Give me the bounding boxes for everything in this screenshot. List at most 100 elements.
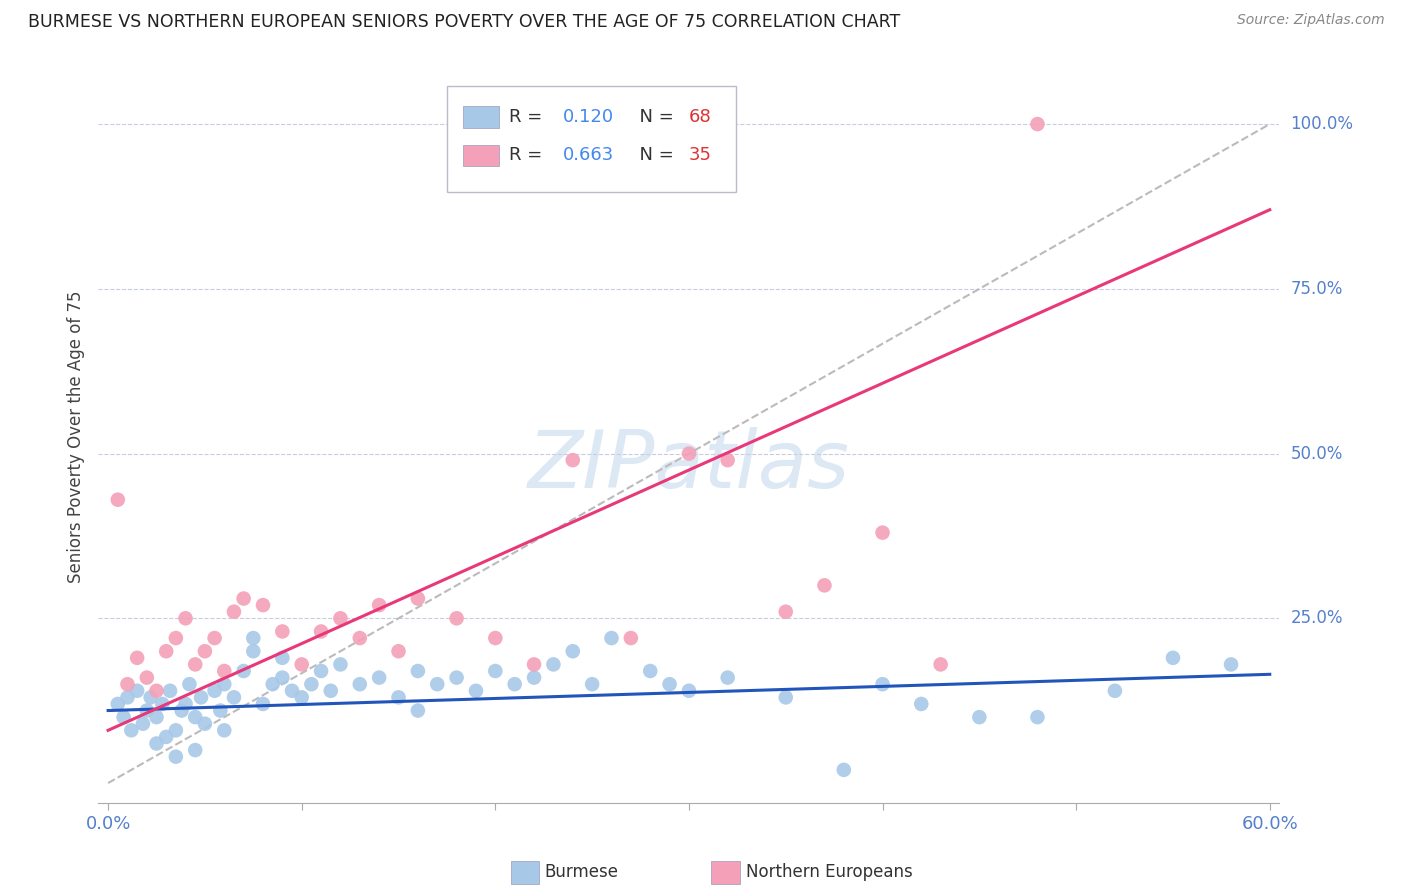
Point [387,690,409,705]
Point [194,644,217,658]
Point [291,657,314,672]
FancyBboxPatch shape [464,106,499,128]
Point [872,677,894,691]
Point [271,624,294,639]
Text: 75.0%: 75.0% [1291,280,1343,298]
Point [204,631,226,645]
Point [132,716,155,731]
Point [262,677,284,691]
FancyBboxPatch shape [711,861,740,884]
Point [179,677,201,691]
Point [872,525,894,540]
Point [184,710,207,724]
FancyBboxPatch shape [464,145,499,167]
Point [832,763,855,777]
Point [232,591,254,606]
Point [159,683,181,698]
Text: 68: 68 [689,109,711,127]
Text: 50.0%: 50.0% [1291,444,1343,463]
Text: ZIPatlas: ZIPatlas [527,427,851,506]
Point [117,677,139,691]
Point [107,697,129,711]
Point [127,650,149,665]
Point [368,671,391,685]
Point [484,631,506,645]
Point [1161,650,1184,665]
Point [658,677,681,691]
Text: BURMESE VS NORTHERN EUROPEAN SENIORS POVERTY OVER THE AGE OF 75 CORRELATION CHAR: BURMESE VS NORTHERN EUROPEAN SENIORS POV… [28,13,900,31]
Point [813,578,835,592]
Point [271,650,294,665]
Point [426,677,449,691]
Point [165,723,187,738]
Point [620,631,643,645]
Point [222,605,245,619]
Point [349,631,371,645]
Text: 35: 35 [689,146,711,164]
Point [543,657,565,672]
Point [329,611,352,625]
Point [561,453,583,467]
Point [446,671,468,685]
Y-axis label: Seniors Poverty Over the Age of 75: Seniors Poverty Over the Age of 75 [66,291,84,583]
Point [349,677,371,691]
Text: N =: N = [627,109,679,127]
Point [135,671,157,685]
Point [174,611,197,625]
Point [406,591,429,606]
Text: 25.0%: 25.0% [1291,609,1343,627]
Point [150,697,173,711]
Point [717,671,740,685]
Point [368,598,391,612]
Point [190,690,212,705]
Text: 0.120: 0.120 [562,109,613,127]
Point [165,631,187,645]
Point [145,710,167,724]
Point [242,631,264,645]
Point [600,631,623,645]
Point [446,611,468,625]
Point [678,446,700,460]
Point [406,704,429,718]
Point [252,598,274,612]
Point [107,492,129,507]
Point [222,690,245,705]
Point [319,683,342,698]
Point [117,690,139,705]
Text: R =: R = [509,146,548,164]
Point [252,697,274,711]
Point [678,683,700,698]
Point [204,683,226,698]
Point [523,671,546,685]
Point [120,723,142,738]
Point [910,697,932,711]
Point [271,671,294,685]
Text: Burmese: Burmese [546,863,619,881]
Point [145,737,167,751]
Point [209,704,232,718]
Point [638,664,661,678]
Point [717,453,740,467]
Text: 100.0%: 100.0% [1291,115,1354,133]
FancyBboxPatch shape [447,86,737,192]
Point [484,664,506,678]
Point [1026,710,1049,724]
Point [127,683,149,698]
Text: N =: N = [627,146,679,164]
Point [929,657,952,672]
Point [969,710,991,724]
Point [775,690,797,705]
Point [291,690,314,705]
Point [135,704,157,718]
Point [581,677,603,691]
Point [155,730,177,744]
Point [242,644,264,658]
Point [561,644,583,658]
Point [387,644,409,658]
Point [174,697,197,711]
Point [281,683,304,698]
Text: 0.663: 0.663 [562,146,614,164]
Point [155,644,177,658]
Point [145,683,167,698]
Point [503,677,526,691]
